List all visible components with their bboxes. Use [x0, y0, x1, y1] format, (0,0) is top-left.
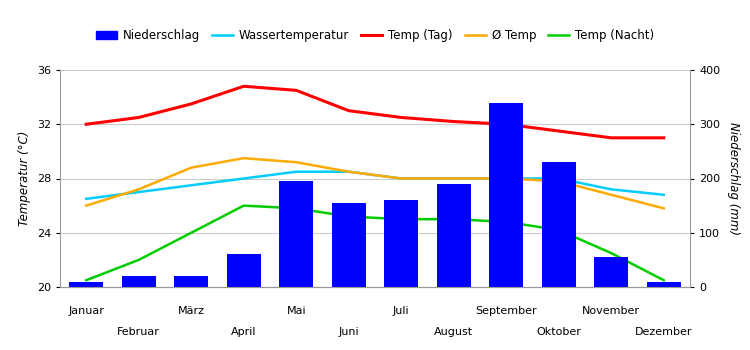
Text: September: September	[476, 306, 537, 316]
Bar	[174, 276, 208, 287]
Bar	[489, 103, 524, 287]
Text: April: April	[231, 327, 256, 337]
Y-axis label: Niederschlag (mm): Niederschlag (mm)	[727, 122, 740, 235]
Text: November: November	[582, 306, 640, 316]
Text: Februar: Februar	[117, 327, 160, 337]
Text: März: März	[178, 306, 205, 316]
Bar	[279, 181, 314, 287]
Bar	[542, 162, 576, 287]
Text: Juli: Juli	[393, 306, 410, 316]
Bar	[594, 257, 628, 287]
Bar	[69, 281, 104, 287]
Legend: Niederschlag, Wassertemperatur, Temp (Tag), Ø Temp, Temp (Nacht): Niederschlag, Wassertemperatur, Temp (Ta…	[91, 24, 659, 47]
Bar	[436, 184, 471, 287]
Bar	[384, 200, 418, 287]
Bar	[646, 281, 681, 287]
Y-axis label: Temperatur (°C): Temperatur (°C)	[18, 131, 32, 226]
Text: Dezember: Dezember	[635, 327, 692, 337]
Text: Juni: Juni	[338, 327, 359, 337]
Bar	[122, 276, 156, 287]
Text: August: August	[434, 327, 473, 337]
Bar	[226, 254, 261, 287]
Bar	[332, 203, 366, 287]
Text: Januar: Januar	[68, 306, 104, 316]
Text: Oktober: Oktober	[536, 327, 581, 337]
Text: Mai: Mai	[286, 306, 306, 316]
